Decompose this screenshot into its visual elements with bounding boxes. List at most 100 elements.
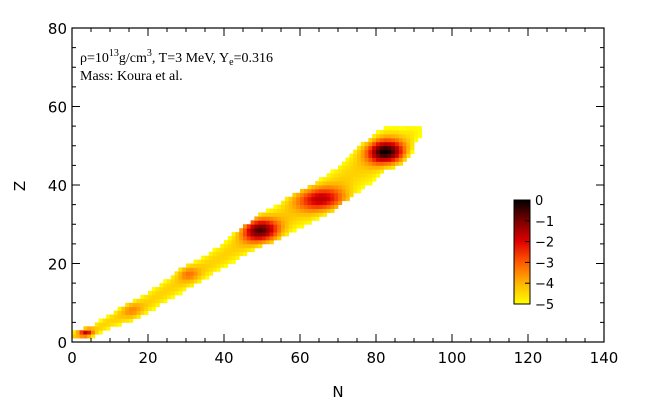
- heatmap-cell: [159, 290, 164, 296]
- heatmap-cell: [387, 161, 392, 166]
- heatmap-cell: [212, 259, 217, 264]
- heatmap-cell: [235, 255, 240, 260]
- heatmap-cell: [197, 263, 202, 268]
- heatmap-cell: [368, 161, 373, 166]
- ye-value: =0.316: [234, 51, 273, 66]
- heatmap-cell: [174, 279, 179, 284]
- heatmap-cell: [288, 204, 293, 209]
- heatmap-cell: [163, 283, 168, 288]
- heatmap-cell: [387, 133, 392, 139]
- heatmap-cell: [353, 177, 358, 182]
- heatmap-cell: [410, 141, 415, 147]
- heatmap-cell: [231, 236, 236, 241]
- heatmap-cell: [406, 137, 411, 143]
- heatmap-cell: [303, 220, 308, 225]
- heatmap-cell: [334, 181, 339, 186]
- heatmap-cell: [391, 153, 396, 158]
- heatmap-cell: [410, 137, 415, 143]
- heatmap-cell: [284, 200, 289, 206]
- heatmap-cell: [338, 165, 343, 170]
- heatmap-cell: [281, 224, 286, 229]
- heatmap-cell: [151, 298, 156, 304]
- heatmap-cell: [201, 259, 206, 264]
- heatmap-cell: [277, 220, 282, 225]
- heatmap-cell: [345, 188, 350, 194]
- heatmap-cell: [330, 173, 335, 178]
- heatmap-cell: [246, 239, 251, 245]
- heatmap-cell: [338, 169, 343, 174]
- heatmap-cell: [117, 310, 122, 315]
- heatmap-cell: [189, 283, 194, 288]
- heatmap-cell: [159, 294, 164, 300]
- heatmap-cell: [379, 137, 384, 143]
- heatmap-cell: [296, 220, 301, 225]
- heatmap-cell: [170, 279, 175, 284]
- heatmap-cell: [186, 267, 191, 272]
- colorbar-tick-label: 0: [535, 194, 543, 209]
- heatmap-cell: [330, 169, 335, 174]
- heatmap-cell: [341, 196, 346, 202]
- heatmap-cell: [410, 126, 415, 131]
- heatmap-cell: [300, 204, 305, 209]
- heatmap-cell: [269, 228, 274, 233]
- heatmap-cell: [357, 161, 362, 166]
- heatmap-cell: [91, 334, 96, 339]
- heatmap-cell: [326, 200, 331, 206]
- heatmap-cell: [246, 236, 251, 241]
- heatmap-cell: [281, 216, 286, 221]
- heatmap-cell: [372, 161, 377, 166]
- heatmap-cell: [193, 279, 198, 284]
- heatmap-cell: [292, 200, 297, 206]
- heatmap-cell: [338, 181, 343, 186]
- heatmap-cell: [284, 216, 289, 221]
- heatmap-cell: [307, 216, 312, 221]
- heatmap-cell: [406, 153, 411, 158]
- heatmap-cell: [125, 306, 130, 312]
- heatmap-cell: [239, 247, 244, 253]
- heatmap-cell: [311, 192, 316, 198]
- heatmap-cell: [231, 259, 236, 264]
- x-axis-title: N: [332, 383, 343, 401]
- heatmap-cell: [326, 204, 331, 209]
- heatmap-cell: [167, 283, 172, 288]
- heatmap-cell: [186, 283, 191, 288]
- heatmap-cell: [345, 169, 350, 174]
- heatmap-cell: [98, 330, 103, 335]
- heatmap-cell: [315, 204, 320, 209]
- heatmap-cell: [338, 192, 343, 198]
- heatmap-cell: [284, 220, 289, 225]
- heatmap-cell: [201, 271, 206, 276]
- heatmap-cell: [113, 314, 118, 319]
- heatmap-cell: [322, 204, 327, 209]
- heatmap-cell: [201, 255, 206, 260]
- heatmap-cell: [303, 196, 308, 202]
- heatmap-cell: [265, 224, 270, 229]
- heatmap-cell: [303, 188, 308, 194]
- heatmap-cell: [167, 294, 172, 300]
- heatmap-cell: [315, 208, 320, 213]
- heatmap-cell: [376, 137, 381, 143]
- heatmap-cell: [383, 130, 388, 135]
- heatmap-cell: [303, 192, 308, 198]
- heatmap-cell: [254, 228, 259, 233]
- heatmap-cell: [398, 137, 403, 143]
- y-tick-label: 0: [57, 334, 67, 352]
- heatmap-cell: [387, 157, 392, 162]
- heatmap-cell: [91, 326, 96, 331]
- heatmap-cell: [395, 133, 400, 139]
- heatmap-cell: [387, 137, 392, 143]
- heatmap-cell: [273, 216, 278, 221]
- heatmap-cell: [334, 204, 339, 209]
- heatmap-cell: [269, 232, 274, 237]
- heatmap-cell: [360, 181, 365, 186]
- heatmap-cell: [94, 326, 99, 331]
- heatmap-cell: [360, 173, 365, 178]
- heatmap-cell: [303, 216, 308, 221]
- heatmap-cell: [205, 267, 210, 272]
- y-tick-label: 60: [48, 99, 67, 117]
- heatmap-cell: [334, 173, 339, 178]
- heatmap-cell: [201, 275, 206, 280]
- heatmap-cell: [364, 169, 369, 174]
- heatmap-cell: [357, 169, 362, 174]
- heatmap-cell: [136, 314, 141, 319]
